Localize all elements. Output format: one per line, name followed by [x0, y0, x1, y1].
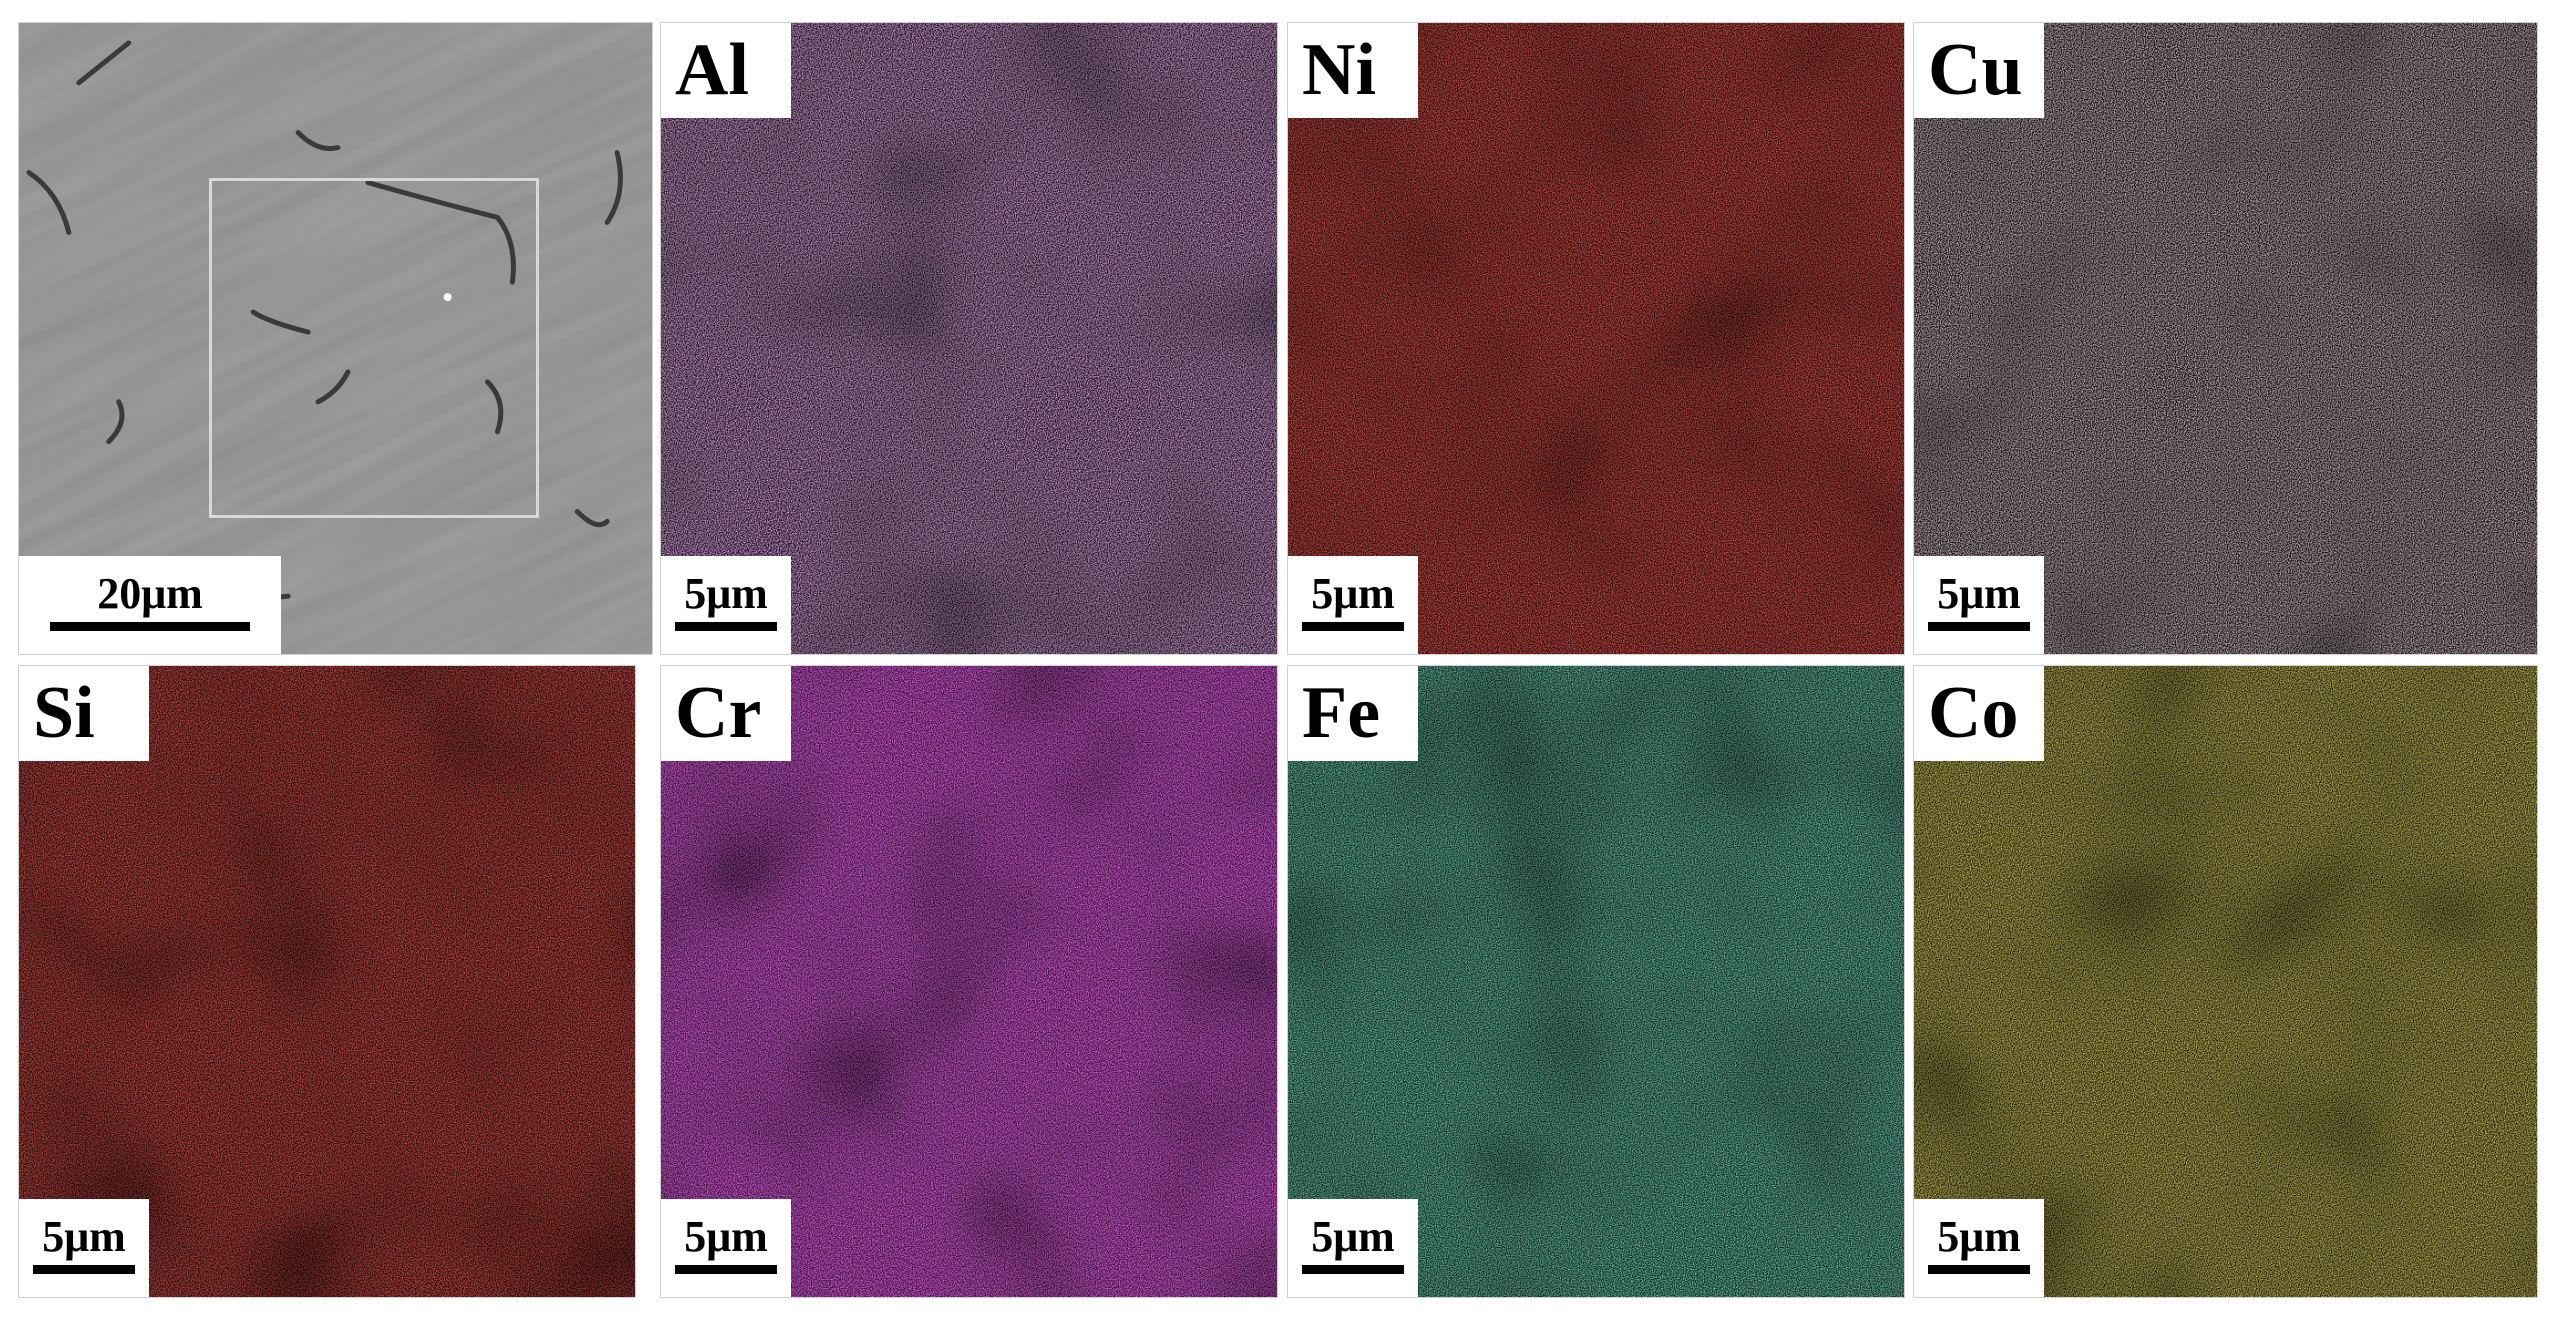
scale-bar-si: 5μm: [19, 1199, 149, 1297]
scale-bar-label-si: 5μm: [42, 1212, 126, 1261]
scale-bar-line-al: [675, 622, 777, 631]
scale-bar-ni: 5μm: [1288, 556, 1418, 654]
element-label-cu: Cu: [1914, 23, 2044, 118]
eds-map-image-co: [1914, 666, 2537, 1297]
scale-bar-co: 5μm: [1914, 1199, 2044, 1297]
scale-bar-label-cr: 5μm: [684, 1212, 768, 1261]
scale-bar-label-cu: 5μm: [1937, 569, 2021, 618]
scale-bar-line-si: [33, 1265, 135, 1274]
scale-bar-line-cr: [675, 1265, 777, 1274]
element-label-al: Al: [661, 23, 791, 118]
element-label-co: Co: [1914, 666, 2044, 761]
element-label-ni: Ni: [1288, 23, 1418, 118]
scale-bar-label: 20μm: [97, 569, 203, 618]
eds-map-image-cu: [1914, 23, 2537, 654]
sem-micrograph-panel: 20μm: [18, 22, 653, 655]
scale-bar: 20μm: [19, 556, 281, 654]
eds-map-image-si: [19, 666, 635, 1297]
scale-bar-cu: 5μm: [1914, 556, 2044, 654]
scale-bar-al: 5μm: [661, 556, 791, 654]
eds-map-image-ni: [1288, 23, 1904, 654]
region-of-interest-box: [209, 178, 539, 518]
eds-map-panel-si: Si 5μm: [18, 665, 636, 1298]
element-label-cr: Cr: [661, 666, 791, 761]
sem-micrograph-image: [19, 23, 652, 654]
scale-bar-line-cu: [1928, 622, 2030, 631]
scale-bar-label-ni: 5μm: [1311, 569, 1395, 618]
eds-map-image-cr: [661, 666, 1277, 1297]
eds-map-image-al: [661, 23, 1277, 654]
eds-map-panel-cu: Cu 5μm: [1913, 22, 2538, 655]
scale-bar-cr: 5μm: [661, 1199, 791, 1297]
scale-bar-fe: 5μm: [1288, 1199, 1418, 1297]
element-label-fe: Fe: [1288, 666, 1418, 761]
scale-bar-line-co: [1928, 1265, 2030, 1274]
eds-map-panel-fe: Fe 5μm: [1287, 665, 1905, 1298]
scale-bar-line-fe: [1302, 1265, 1404, 1274]
eds-map-image-fe: [1288, 666, 1904, 1297]
eds-map-panel-cr: Cr 5μm: [660, 665, 1278, 1298]
scale-bar-label-fe: 5μm: [1311, 1212, 1395, 1261]
scale-bar-label-al: 5μm: [684, 569, 768, 618]
eds-map-panel-co: Co 5μm: [1913, 665, 2538, 1298]
scale-bar-line: [50, 622, 250, 631]
eds-map-panel-ni: Ni 5μm: [1287, 22, 1905, 655]
eds-map-panel-al: Al 5μm: [660, 22, 1278, 655]
scale-bar-line-ni: [1302, 622, 1404, 631]
scale-bar-label-co: 5μm: [1937, 1212, 2021, 1261]
element-label-si: Si: [19, 666, 149, 761]
